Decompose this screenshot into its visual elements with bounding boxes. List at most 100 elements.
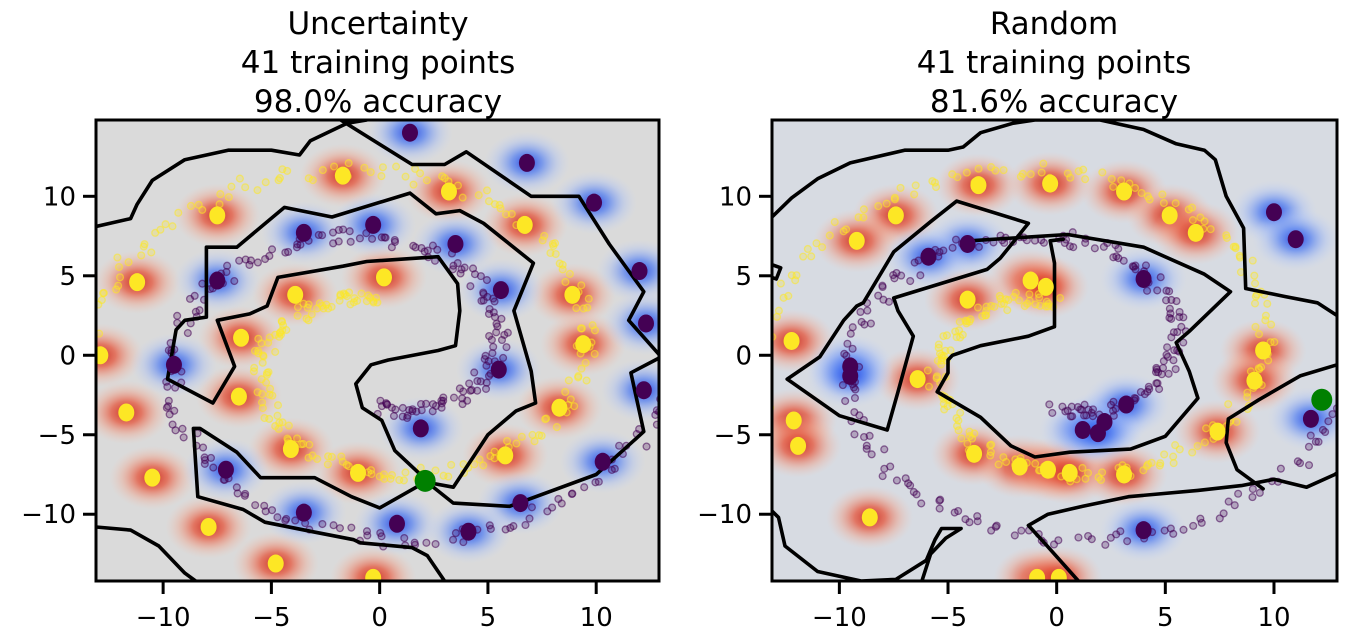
labeled-point-class1 [785,411,802,430]
pool-point-class0 [338,225,348,234]
pool-point-class1 [784,291,793,300]
labeled-point-class1 [282,440,299,459]
pool-point-class1 [293,434,302,443]
pool-point-class0 [387,243,396,252]
pool-point-class0 [1058,402,1067,411]
pool-point-class0 [661,378,668,385]
labeled-point-class1 [848,231,865,250]
pool-point-class0 [241,489,250,498]
pool-point-class1 [952,333,961,342]
pool-point-class1 [1231,242,1240,251]
pool-point-class1 [803,244,812,254]
pool-point-class0 [901,474,910,483]
labeled-point-class0 [1074,420,1091,439]
pool-point-class0 [892,476,901,485]
pool-point-class1 [787,271,796,280]
pool-point-class0 [329,239,338,248]
pool-point-class1 [954,426,963,435]
pool-point-class1 [561,387,570,397]
labeled-point-class1 [909,370,926,389]
pool-point-class1 [1158,190,1167,199]
labeled-point-class0 [460,522,477,541]
labeled-point-class0 [1118,395,1135,414]
pool-point-class0 [874,291,883,300]
pool-point-class1 [1188,216,1197,225]
pool-point-class1 [564,376,573,385]
title-line-2: 41 training points [917,45,1191,81]
pool-point-class0 [273,513,282,522]
pool-point-class0 [1224,497,1233,506]
labeled-point-class0 [842,366,859,385]
pool-point-class0 [347,523,356,532]
pool-point-class1 [387,470,397,480]
pool-point-class1 [304,174,313,183]
pool-point-class0 [1324,417,1333,426]
pool-point-class0 [1234,489,1243,498]
pool-point-class0 [906,276,915,286]
pool-point-class1 [968,434,977,443]
labeled-point-class0 [295,223,312,242]
pool-point-class1 [1056,294,1065,303]
labeled-point-class0 [490,360,507,379]
labeled-point-class1 [861,508,878,527]
pool-point-class0 [677,338,684,345]
pool-point-class0 [431,539,440,549]
pool-point-class1 [1025,290,1034,299]
pool-point-class0 [179,433,188,442]
pool-point-class0 [230,277,239,286]
pool-point-class1 [114,281,123,290]
pool-point-class1 [479,461,488,470]
pool-point-class1 [263,368,272,377]
pool-point-class0 [1144,382,1153,391]
pool-point-class1 [758,340,765,347]
pool-point-class1 [484,197,494,206]
pool-point-class1 [275,332,284,341]
pool-point-class1 [995,291,1004,300]
pool-point-class0 [497,314,506,323]
pool-point-class0 [1160,526,1169,535]
labeled-point-class0 [447,234,464,253]
pool-point-class1 [859,205,868,214]
labeled-point-class1 [334,166,351,185]
pool-point-class0 [199,443,208,452]
labeled-point-class1 [1050,568,1067,581]
pool-point-class1 [438,172,447,181]
labeled-point-class1 [144,468,161,487]
pool-point-class1 [940,405,949,414]
labeled-point-class0 [365,215,382,234]
pool-point-class0 [410,538,419,547]
pool-point-class0 [1136,387,1145,397]
pool-point-class0 [451,529,460,538]
pool-point-class1 [1043,302,1053,311]
pool-point-class1 [284,421,293,430]
pool-point-class0 [1177,322,1186,331]
pool-point-class0 [381,399,391,408]
pool-point-class0 [470,368,479,377]
pool-point-class1 [274,424,283,433]
pool-point-class0 [1140,390,1149,399]
pool-point-class0 [916,271,925,280]
pool-point-class1 [859,213,868,222]
y-axis: −10 −5 0 5 10 [21,182,96,530]
pool-point-class1 [253,186,262,195]
pool-point-class1 [1015,296,1024,305]
pool-point-class0 [506,523,515,532]
pool-point-class1 [112,285,121,294]
pool-point-class1 [1270,337,1279,347]
pool-point-class1 [422,176,431,185]
labeled-point-class0 [638,314,655,333]
labeled-point-class1 [440,182,457,201]
pool-point-class1 [1267,320,1276,329]
pool-point-class1 [490,447,499,456]
pool-point-class0 [1318,425,1328,434]
pool-point-class0 [1045,400,1054,409]
pool-point-class1 [299,439,308,449]
x-tick-label: −5 [252,603,290,633]
pool-point-class1 [939,332,948,341]
pool-point-class0 [663,300,670,307]
pool-point-class0 [482,361,491,370]
pool-point-class0 [484,371,494,381]
pool-point-class0 [468,264,478,273]
pool-point-class1 [87,308,94,315]
pool-point-class1 [1037,168,1046,177]
